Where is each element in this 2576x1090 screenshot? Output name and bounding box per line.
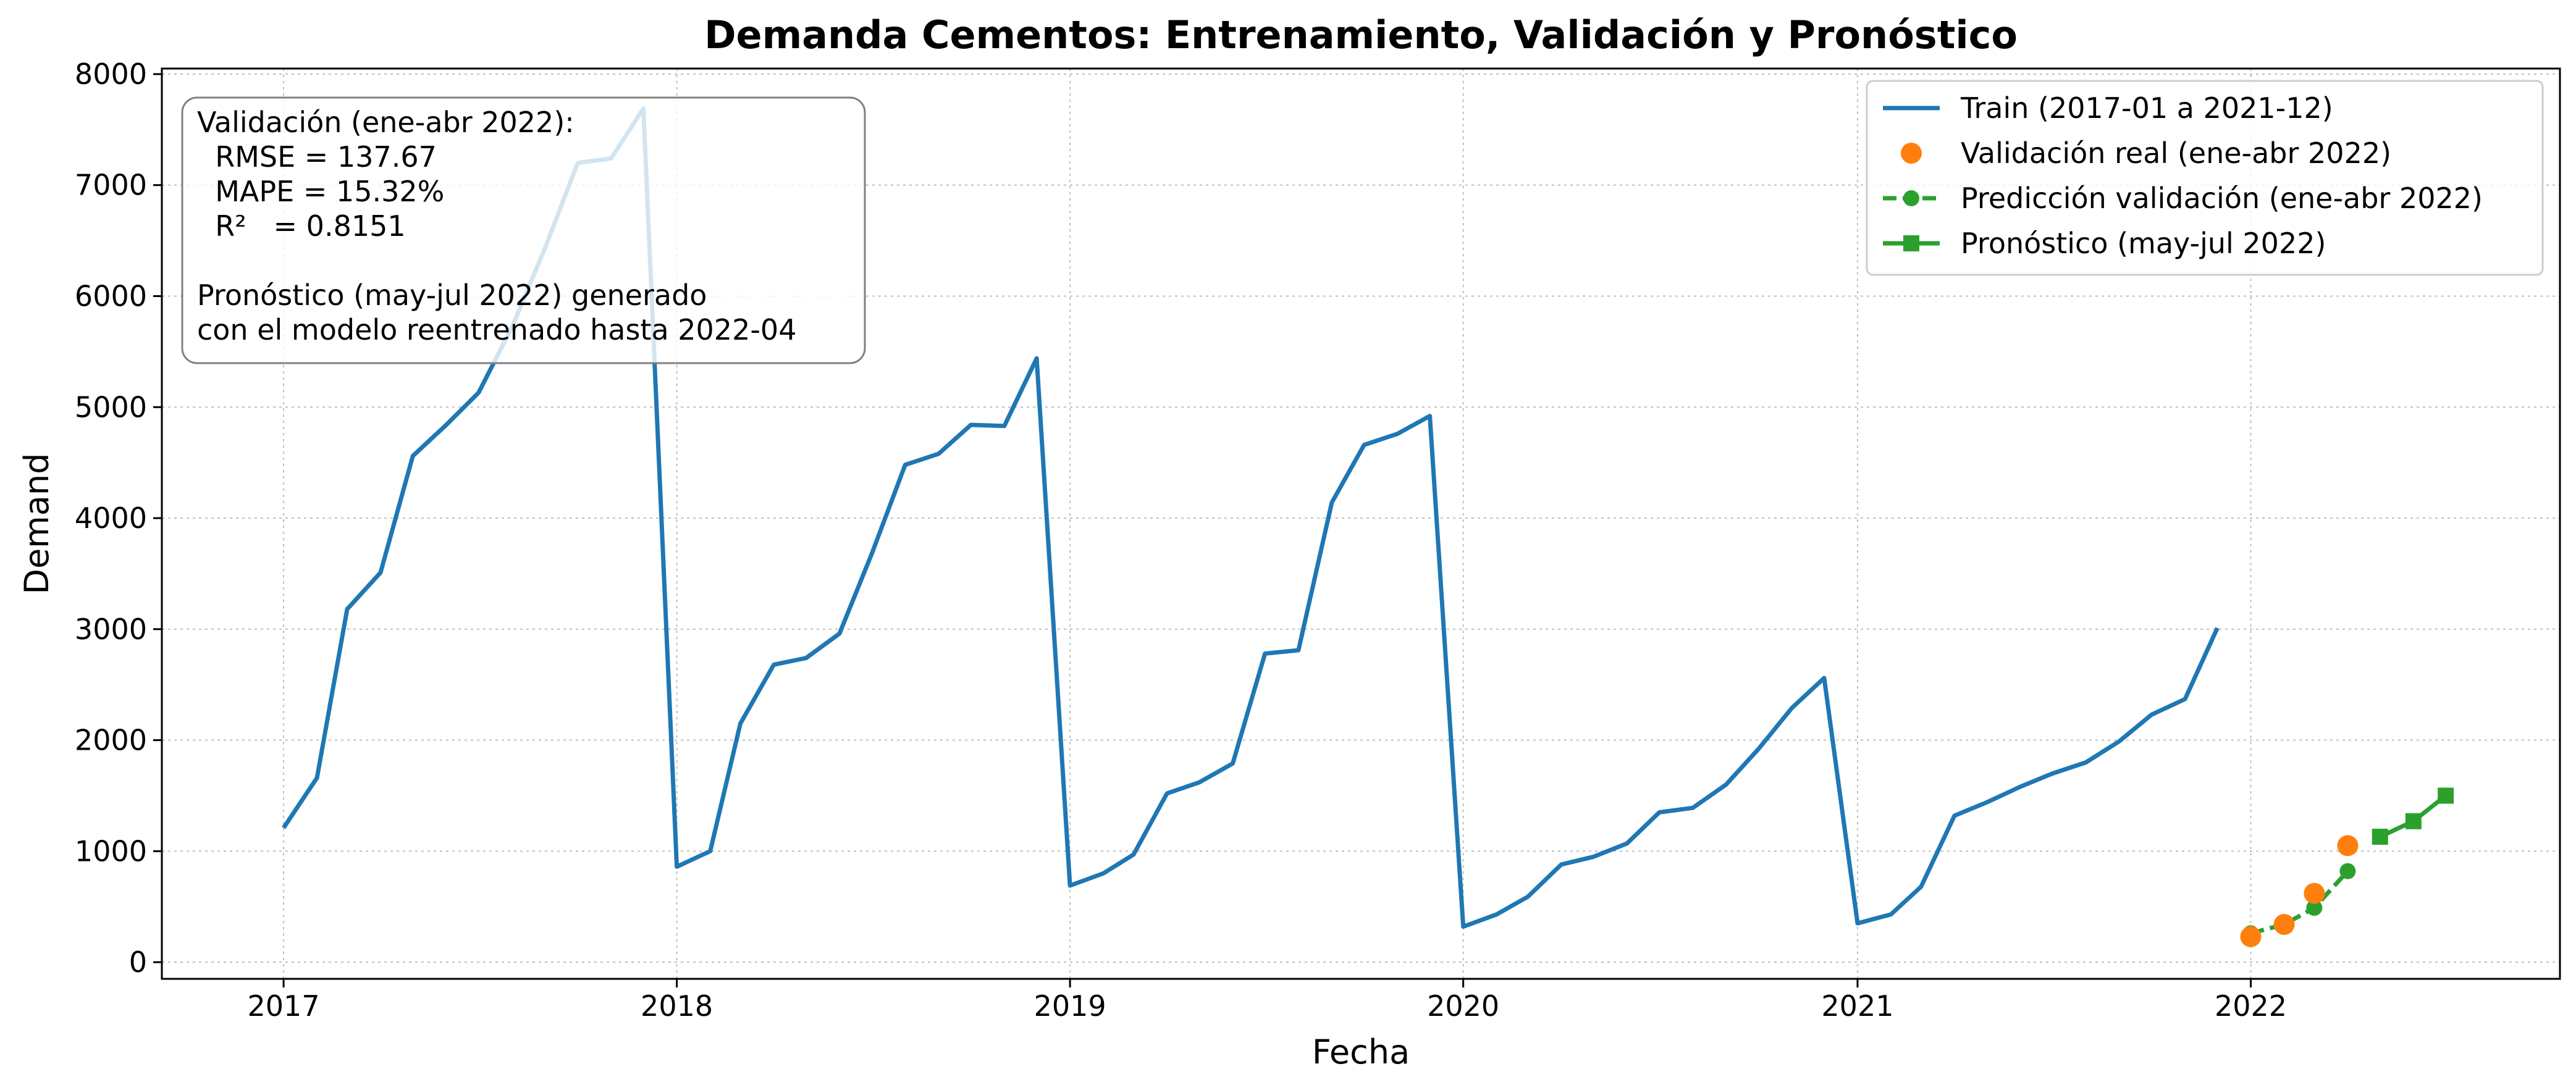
validation-real-point [2337,835,2359,857]
y-tick-label: 4000 [75,501,147,535]
series-3 [2372,787,2454,845]
annotation-box [181,96,866,364]
annotation-line: MAPE = 15.32% [197,175,444,208]
x-tick-label: 2022 [2215,989,2287,1023]
annotation-line: con el modelo reentrenado hasta 2022-04 [197,313,796,346]
legend: Train (2017-01 a 2021-12) Validación real… [1866,80,2544,276]
y-tick-label: 8000 [75,57,147,91]
legend-box [1866,80,2544,276]
validation-prediction-line [2250,870,2349,936]
y-tick-label: 6000 [75,280,147,313]
chart-title: Demanda Cementos: Entrenamiento, Validac… [704,12,2018,57]
forecast-point [2438,787,2454,804]
forecast-point [2372,828,2388,845]
annotation-line: Validación (ene-abr 2022): [197,106,575,139]
y-tick-label: 0 [129,945,147,979]
x-axis-label: Fecha [1312,1033,1410,1071]
axes: 2017 2018 2019 2020 2021 2022 0 1000 2000 3000 400… [75,57,2287,1023]
annotation-line: Pronóstico (may-jul 2022) generado [197,279,707,312]
y-tick-label: 5000 [75,390,147,424]
plot-area-frame [161,67,2561,980]
y-axis-label: Demand [17,453,56,595]
y-tick-label: 1000 [75,834,147,868]
x-tick-label: 2017 [248,989,320,1023]
y-tick-label: 3000 [75,613,147,646]
validation-real-point [2304,882,2325,904]
y-tick-label: 7000 [75,169,147,202]
legend-handle-forecast-marker [1903,235,1919,251]
legend-label: Train (2017-01 a 2021-12) [1960,91,2333,125]
legend-handle-validation-real [1901,143,1922,164]
x-tick-label: 2021 [1821,989,1893,1023]
legend-handle-validation-prediction-marker [1903,190,1919,206]
validation-real-point [2273,913,2295,935]
validation-prediction-point [2339,863,2356,879]
metrics-annotation: Validación (ene-abr 2022): RMSE = 137.67… [181,96,866,364]
x-tick-label: 2018 [641,989,713,1023]
grid [162,69,2560,979]
forecast-point [2405,813,2422,829]
series-1 [2240,835,2359,947]
x-tick-label: 2019 [1034,989,1106,1023]
annotation-line: RMSE = 137.67 [197,140,437,174]
legend-label: Predicción validación (ene-abr 2022) [1961,182,2483,215]
annotation-line: R² = 0.8151 [197,209,406,243]
validation-prediction-point [2306,899,2323,916]
y-tick-label: 2000 [75,724,147,757]
legend-label: Validación real (ene-abr 2022) [1961,136,2391,170]
x-tick-label: 2020 [1427,989,1499,1023]
legend-label: Pronóstico (may-jul 2022) [1961,227,2326,260]
validation-real-point [2240,926,2262,947]
